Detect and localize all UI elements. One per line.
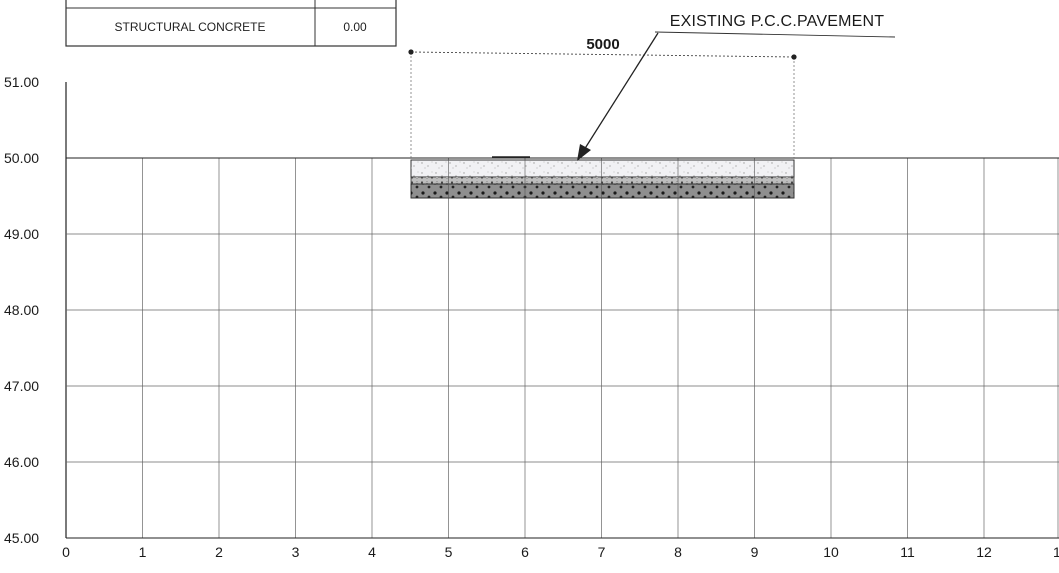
x-axis-tick-label: 7: [598, 544, 606, 560]
y-axis-tick-label: 50.00: [4, 150, 39, 166]
quantity-table: STRUCTURAL CONCRETE 0.00: [65, 0, 397, 47]
table-row-value: 0.00: [343, 20, 367, 34]
table-row-label: STRUCTURAL CONCRETE: [115, 20, 266, 34]
x-axis-labels: 012345678910111213: [62, 544, 1059, 560]
pavement-subbase-texture: [411, 184, 794, 198]
y-axis-tick-label: 45.00: [4, 530, 39, 546]
y-axis-labels: 51.00 50.00 49.00 48.00 47.00 46.00 45.00: [4, 74, 39, 546]
pavement-base-texture: [411, 177, 794, 184]
x-axis-tick-label: 0: [62, 544, 70, 560]
x-axis-tick-label: 4: [368, 544, 376, 560]
y-axis-tick-label: 47.00: [4, 378, 39, 394]
y-axis-tick-label: 51.00: [4, 74, 39, 90]
x-axis-tick-label: 3: [292, 544, 300, 560]
x-axis-tick-label: 1: [139, 544, 147, 560]
x-axis-tick-label: 6: [521, 544, 529, 560]
pavement-joints: [448, 160, 755, 198]
y-axis-tick-label: 49.00: [4, 226, 39, 242]
pavement-concrete-texture: [411, 160, 794, 177]
x-axis-tick-label: 5: [445, 544, 453, 560]
y-axis-tick-label: 46.00: [4, 454, 39, 470]
x-axis-tick-label: 8: [674, 544, 682, 560]
x-axis-tick-label: 2: [215, 544, 223, 560]
leader-arrowhead: [577, 144, 591, 161]
dimension-endpoint-left: [408, 49, 414, 55]
annotation-callout: EXISTING P.C.C.PAVEMENT: [577, 13, 896, 161]
annotation-title: EXISTING P.C.C.PAVEMENT: [670, 13, 884, 30]
pavement-section: [410, 156, 795, 199]
y-axis-tick-label: 48.00: [4, 302, 39, 318]
annotation-underline: [654, 31, 896, 38]
x-axis-tick-label: 12: [976, 544, 992, 560]
x-axis-tick-label: 10: [823, 544, 839, 560]
x-axis-tick-label: 9: [751, 544, 759, 560]
dimension-endpoint-right: [791, 54, 797, 60]
dimension-value: 5000: [586, 36, 619, 53]
leader-line: [583, 32, 659, 151]
x-axis-tick-label: 11: [900, 544, 915, 560]
x-axis-tick-label: 13: [1053, 544, 1059, 560]
dimension-annotation: 5000: [408, 36, 797, 158]
grid: [65, 82, 1059, 539]
